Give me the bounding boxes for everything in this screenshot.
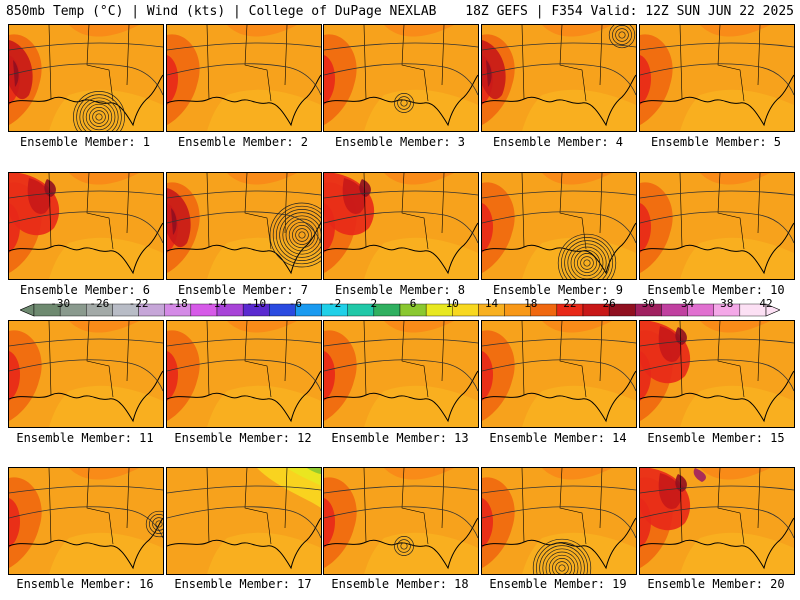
colorbar-tick-label: -10 [246,297,267,310]
ensemble-member-label: Ensemble Member: 14 [489,431,627,445]
map-title: 850mb Temp (°C) | Wind (kts) | College o… [6,4,437,19]
ensemble-member-map [166,320,322,428]
ensemble-member-label: Ensemble Member: 15 [647,431,785,445]
ensemble-member-map [639,24,795,132]
ensemble-member-label: Ensemble Member: 7 [177,283,309,297]
ensemble-member-map [8,467,164,575]
colorbar-tick-label: 10 [445,297,459,310]
colorbar-tick-label: -22 [128,297,149,310]
ensemble-member-label: Ensemble Member: 13 [331,431,469,445]
ensemble-member-label: Ensemble Member: 9 [492,283,624,297]
ensemble-member-label: Ensemble Member: 11 [16,431,154,445]
ensemble-member-label: Ensemble Member: 6 [19,283,151,297]
ensemble-member-map [481,467,637,575]
ensemble-member-label: Ensemble Member: 8 [334,283,466,297]
ensemble-member-label: Ensemble Member: 16 [16,577,154,591]
ensemble-member-map [166,24,322,132]
ensemble-member-map [481,172,637,280]
colorbar-tick-label: 38 [720,297,734,310]
colorbar-tick-label: 18 [524,297,538,310]
ensemble-member-label: Ensemble Member: 19 [489,577,627,591]
ensemble-member-map [323,24,479,132]
ensemble-member-map [166,172,322,280]
ensemble-member-label: Ensemble Member: 12 [174,431,312,445]
colorbar-tick-label: 6 [409,297,417,310]
colorbar-tick-label: -18 [167,297,188,310]
colorbar-tick-label: 30 [641,297,655,310]
colorbar-tick-label: 26 [602,297,616,310]
ensemble-member-map [639,172,795,280]
ensemble-member-map [8,320,164,428]
ensemble-member-map [481,24,637,132]
ensemble-member-map [8,24,164,132]
ensemble-member-map [323,320,479,428]
colorbar-tick-label: -14 [207,297,227,310]
colorbar-tick-label: 42 [759,297,773,310]
colorbar-tick-label: -6 [288,297,303,310]
ensemble-member-map [323,172,479,280]
ensemble-member-map [639,320,795,428]
run-valid-time: 18Z GEFS | F354 Valid: 12Z SUN JUN 22 20… [465,4,794,19]
ensemble-member-label: Ensemble Member: 17 [174,577,312,591]
ensemble-member-label: Ensemble Member: 3 [334,135,466,149]
ensemble-member-label: Ensemble Member: 5 [650,135,782,149]
colorbar-strip [20,303,780,317]
ensemble-member-label: Ensemble Member: 1 [19,135,151,149]
ensemble-member-map [8,172,164,280]
colorbar-tick-label: 14 [484,297,499,310]
ensemble-member-label: Ensemble Member: 4 [492,135,624,149]
colorbar-tick-label: 22 [563,297,577,310]
colorbar-tick-label: -2 [328,297,342,310]
colorbar-tick-label: -26 [89,297,110,310]
ensemble-member-label: Ensemble Member: 10 [647,283,785,297]
ensemble-member-map [323,467,479,575]
ensemble-member-map [639,467,795,575]
colorbar-tick-label: -30 [50,297,71,310]
ensemble-member-map [166,467,322,575]
colorbar-tick-label: 34 [680,297,695,310]
ensemble-member-map [481,320,637,428]
colorbar-segment [373,303,401,317]
colorbar-tick-label: 2 [370,297,378,310]
ensemble-member-label: Ensemble Member: 20 [647,577,785,591]
ensemble-member-label: Ensemble Member: 2 [177,135,309,149]
ensemble-member-label: Ensemble Member: 18 [331,577,469,591]
